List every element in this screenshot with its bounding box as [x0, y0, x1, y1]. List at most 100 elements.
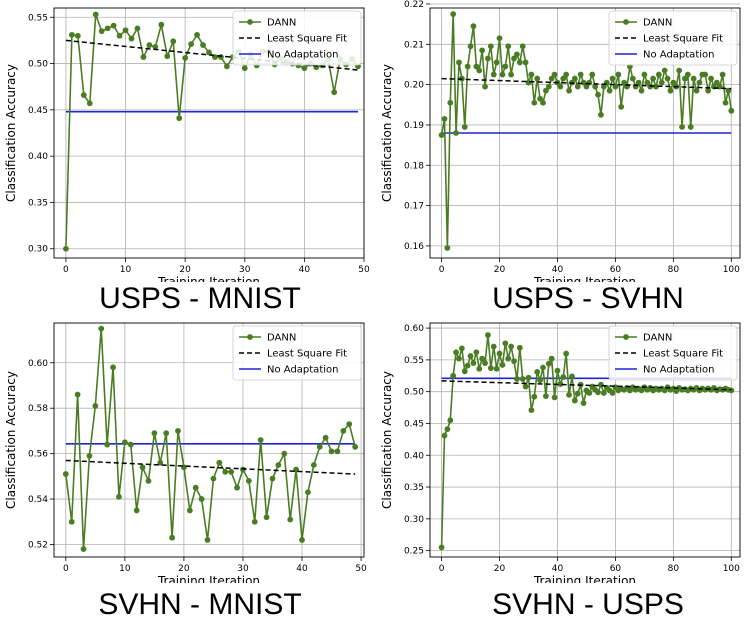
dann-data-point — [482, 360, 488, 366]
dann-data-point — [122, 27, 129, 34]
x-tick-label: 80 — [668, 564, 680, 574]
dann-data-point — [453, 349, 459, 356]
dann-data-point — [204, 537, 211, 543]
y-tick-label: 0.35 — [28, 198, 48, 208]
dann-data-point — [473, 349, 480, 356]
x-axis-label: Training Iteration — [533, 574, 636, 583]
dann-data-point — [571, 397, 578, 404]
dann-data-point — [63, 245, 69, 252]
dann-data-point — [676, 67, 683, 74]
svhn-mnist-caption: SVHN - MNIST — [98, 588, 302, 621]
dann-data-point — [110, 364, 116, 371]
legend-no-adaptation-label: No Adaptation — [267, 50, 338, 61]
x-tick-label: 100 — [723, 564, 740, 574]
dann-data-point — [490, 343, 497, 350]
x-tick-label: 40 — [552, 564, 564, 574]
y-tick-label: 0.19 — [404, 121, 424, 131]
dann-data-point — [86, 100, 93, 107]
least-square-fit-line — [441, 77, 732, 90]
x-tick-label: 20 — [178, 564, 190, 574]
legend-no-adaptation-label: No Adaptation — [643, 50, 714, 61]
dann-data-point — [670, 79, 677, 86]
dann-data-point — [551, 394, 558, 401]
dann-data-point — [569, 373, 575, 380]
dann-data-point — [228, 468, 235, 475]
dann-data-point — [192, 484, 199, 491]
x-axis-label: Training Iteration — [533, 275, 636, 282]
dann-data-point — [615, 71, 622, 78]
dann-data-point — [218, 54, 224, 60]
dann-data-point — [140, 54, 147, 60]
dann-data-point — [589, 71, 596, 78]
dann-data-point — [328, 448, 335, 455]
dann-data-point — [158, 21, 165, 28]
dann-data-point — [682, 75, 688, 82]
dann-data-point — [438, 544, 445, 551]
dann-data-point — [557, 381, 564, 387]
y-tick-label: 0.58 — [28, 404, 48, 414]
dann-data-point — [577, 71, 584, 78]
dann-data-point — [606, 87, 613, 94]
dann-data-point — [322, 434, 329, 441]
dann-data-point — [505, 355, 512, 362]
dann-data-point — [293, 466, 299, 473]
dann-data-point — [104, 441, 111, 448]
dann-data-point — [74, 32, 81, 39]
dann-data-point — [487, 43, 494, 50]
x-tick-label: 0 — [439, 564, 445, 574]
dann-data-point — [310, 462, 317, 468]
dann-data-point — [301, 65, 308, 72]
legend: DANN Least Square Fit No Adaptation — [608, 325, 738, 381]
dann-data-point — [696, 79, 703, 86]
legend-least-square-fit-label: Least Square Fit — [267, 34, 347, 45]
dann-data-point — [223, 63, 230, 70]
dann-data-point — [728, 387, 735, 394]
dann-data-point — [128, 35, 135, 42]
dann-data-point — [245, 477, 252, 484]
dann-data-point — [534, 369, 541, 375]
dann-data-point — [650, 75, 656, 82]
dann-data-point — [600, 390, 607, 396]
dann-data-point — [121, 439, 128, 446]
dann-data-point — [655, 71, 662, 78]
dann-data-point — [566, 87, 572, 94]
dann-data-point — [598, 111, 604, 118]
dann-data-point — [719, 71, 726, 78]
y-tick-label: 0.50 — [28, 60, 48, 70]
legend-box — [608, 10, 738, 66]
dann-data-point — [450, 372, 457, 379]
dann-data-point — [661, 67, 668, 74]
y-tick-label: 0.16 — [404, 242, 424, 252]
usps-svhn-caption: USPS - SVHN — [492, 282, 684, 315]
dann-data-point — [687, 124, 694, 130]
dann-data-point — [664, 75, 671, 82]
dann-data-point — [62, 471, 69, 477]
dann-data-point — [299, 537, 305, 543]
y-tick-label: 0.21 — [404, 40, 424, 50]
y-tick-label: 0.60 — [404, 324, 424, 334]
y-tick-label: 0.25 — [404, 547, 424, 557]
dann-data-point — [210, 475, 217, 482]
legend-dann-marker — [247, 19, 253, 25]
dann-data-point — [453, 130, 459, 136]
y-tick-label: 0.35 — [404, 483, 424, 493]
x-tick-label: 50 — [355, 564, 367, 574]
dann-data-point — [545, 360, 552, 367]
dann-data-point — [127, 441, 134, 448]
dann-data-point — [574, 390, 581, 397]
dann-data-point — [68, 518, 75, 525]
dann-data-point — [519, 376, 526, 382]
dann-data-point — [629, 75, 636, 82]
dann-data-point — [653, 83, 659, 90]
dann-data-point — [531, 393, 538, 400]
legend-dann-label: DANN — [643, 18, 672, 29]
dann-data-point — [444, 426, 451, 433]
usps-mnist-caption: USPS - MNIST — [99, 282, 301, 315]
y-tick-label: 0.55 — [28, 13, 48, 23]
legend-least-square-fit-label: Least Square Fit — [643, 349, 723, 360]
y-axis-label: Classification Accuracy — [380, 64, 394, 202]
dann-data-point — [487, 365, 494, 372]
dann-data-point — [586, 79, 593, 86]
dann-data-point — [241, 65, 248, 72]
dann-data-point — [133, 507, 140, 514]
